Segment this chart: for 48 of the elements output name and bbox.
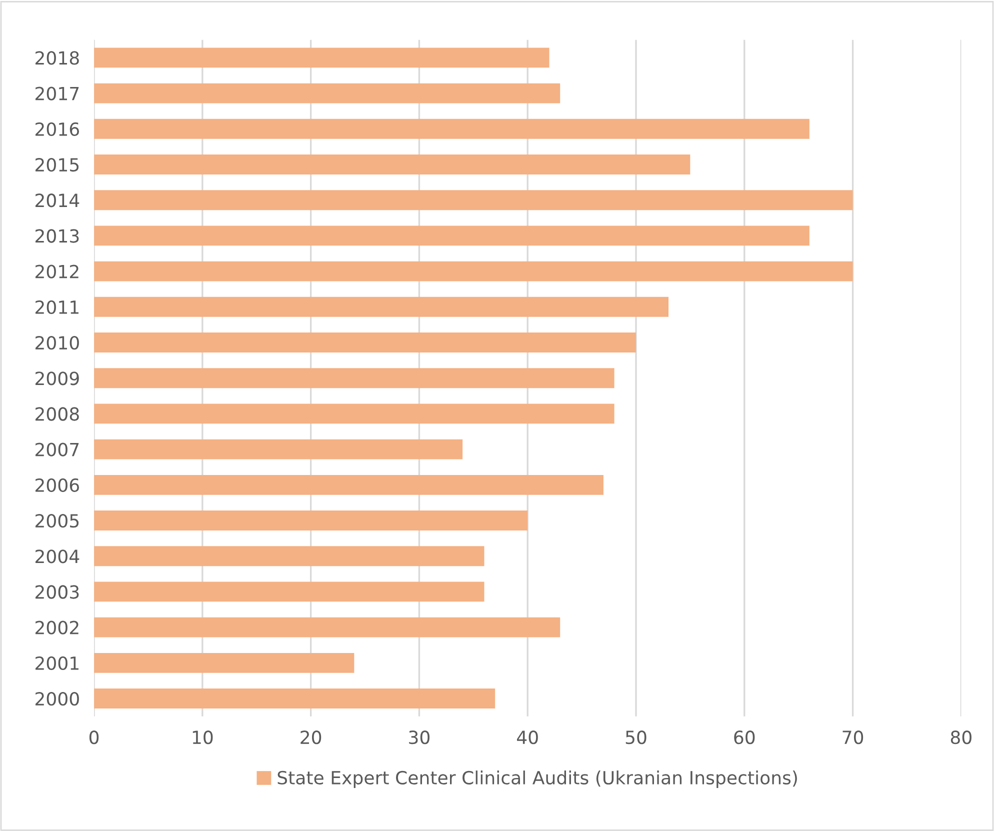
y-tick-label: 2000 [36, 692, 79, 706]
bar [94, 190, 853, 210]
bar [94, 404, 614, 424]
bar [94, 439, 463, 460]
y-tick-label: 2010 [36, 336, 79, 350]
y-tick-label: 2018 [36, 51, 79, 65]
y-tick-label: 2009 [36, 372, 79, 386]
bar [94, 688, 496, 708]
bar [94, 617, 560, 638]
bar [94, 261, 853, 282]
x-tick-label: 20 [300, 730, 322, 744]
y-tick-label: 2006 [36, 478, 79, 492]
y-tick-label: 2008 [36, 407, 79, 421]
bar [94, 652, 354, 673]
y-tick-label: 2005 [36, 514, 79, 528]
y-tick-label: 2011 [36, 300, 78, 314]
bar [94, 296, 669, 317]
y-tick-label: 2016 [36, 122, 79, 136]
y-tick-label: 2012 [36, 264, 78, 278]
y-tick-label: 2014 [36, 194, 80, 208]
y-tick-label: 2007 [36, 442, 79, 456]
bar [94, 118, 810, 139]
bar [94, 332, 636, 352]
y-tick-label: 2017 [36, 86, 79, 100]
bar [94, 83, 560, 104]
x-tick-label: 80 [950, 730, 972, 744]
x-tick-label: 0 [89, 730, 99, 744]
x-tick-label: 50 [626, 730, 646, 744]
y-tick-label: 2001 [36, 656, 78, 670]
legend-label: State Expert Center Clinical Audits (Ukranian Inspections) [278, 770, 797, 788]
x-tick-label: 60 [734, 730, 755, 744]
y-tick-label: 2002 [36, 620, 78, 634]
bar [94, 226, 810, 246]
bar [94, 510, 528, 530]
y-tick-label: 2013 [36, 229, 79, 243]
bar [94, 474, 604, 495]
x-tick-label: 70 [842, 730, 864, 744]
bar [94, 546, 484, 566]
bar [94, 582, 484, 602]
x-tick-label: 30 [409, 730, 430, 744]
bar [94, 368, 614, 388]
bar [94, 154, 690, 174]
y-tick-label: 2003 [36, 585, 79, 599]
x-tick-label: 40 [516, 730, 538, 744]
y-tick-label: 2004 [36, 550, 80, 564]
bar [94, 48, 550, 68]
y-tick-label: 2015 [36, 158, 79, 172]
x-tick-label: 10 [192, 730, 213, 744]
